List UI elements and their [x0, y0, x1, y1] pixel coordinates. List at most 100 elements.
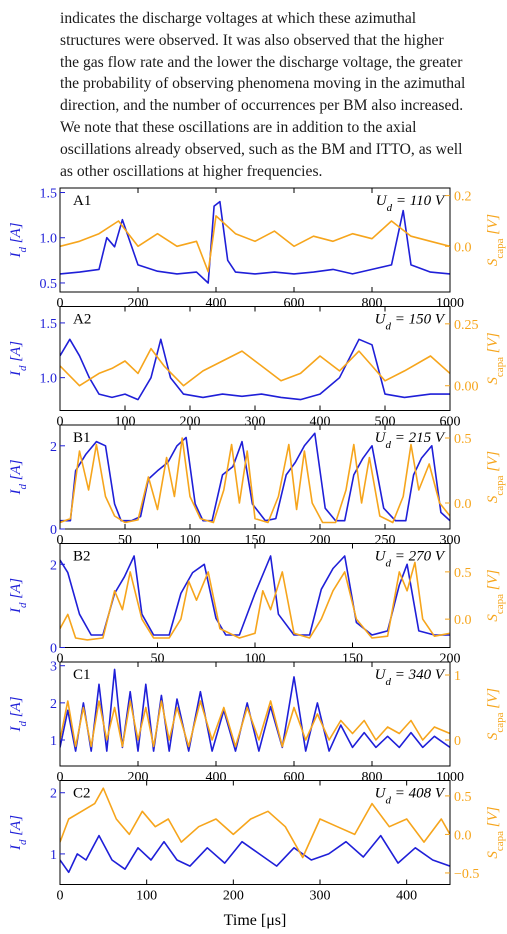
x-tick-label: 0 — [57, 533, 64, 548]
x-tick-label: 150 — [342, 652, 363, 667]
right-axis-label: Scapa [V] — [485, 569, 506, 621]
left-tick-label: 2 — [50, 558, 57, 573]
x-tick-label: 500 — [375, 415, 396, 430]
text-line: oscillations already observed, such as t… — [60, 140, 463, 158]
voltage-label: Ud = 215 V — [375, 430, 446, 451]
series-current-line — [60, 668, 450, 752]
panel-frame — [59, 661, 451, 767]
series-capa-line — [60, 700, 450, 748]
paper-text: indicates the discharge voltages at whic… — [60, 8, 476, 182]
series-capa-line — [60, 347, 450, 387]
left-tick-label: 1.5 — [40, 187, 58, 202]
left-tick-label: 0 — [50, 642, 57, 657]
left-axis-label: Id [A] — [8, 578, 29, 614]
series-capa-line — [60, 215, 450, 273]
right-tick-label: 0.5 — [454, 790, 472, 805]
x-tick-label: 200 — [128, 770, 149, 785]
left-axis-label: Id [A] — [8, 341, 29, 377]
x-tick-label: 0 — [57, 296, 64, 311]
x-tick-label: 800 — [362, 770, 383, 785]
x-tick-label: 800 — [362, 296, 383, 311]
panel-label: A2 — [73, 312, 91, 328]
voltage-label: Ud = 340 V — [375, 667, 446, 688]
text-line: direction, and the number of occurrences… — [60, 97, 464, 115]
series-current-line — [60, 338, 450, 401]
x-tick-label: 1000 — [436, 770, 464, 785]
voltage-label: Ud = 110 V — [376, 193, 446, 214]
x-tick-label: 0 — [57, 889, 64, 904]
left-tick-label: 1.5 — [40, 317, 58, 332]
series-current-line — [60, 432, 450, 522]
left-tick-label: 1 — [50, 848, 57, 863]
panel-label: B2 — [73, 549, 91, 565]
x-tick-label: 600 — [284, 770, 305, 785]
panel-label: A1 — [73, 193, 91, 209]
panel-frame — [59, 780, 451, 885]
panel-b1: 0 50 100 150 200 250 300 0 2 0.0 0.5 B1 Ud = 215 V Id… — [8, 424, 506, 548]
series-capa-line — [60, 787, 450, 859]
x-tick-label: 200 — [180, 415, 201, 430]
x-tick-label: 400 — [206, 296, 227, 311]
panel-a2: 0 100 200 300 400 500 600 1.0 1.5 0.00 0.25 A2 Ud = … — [8, 306, 506, 430]
right-tick-label: 0.0 — [454, 497, 472, 512]
right-tick-label: 0.5 — [454, 566, 472, 581]
right-axis-label: Scapa [V] — [485, 451, 506, 503]
panel-frame — [59, 187, 451, 293]
x-tick-label: 100 — [245, 652, 266, 667]
x-tick-label: 100 — [136, 889, 157, 904]
series-current-line — [60, 834, 450, 874]
x-tick-label: 400 — [396, 889, 417, 904]
left-tick-label: 2 — [50, 787, 57, 802]
left-axis-label: Id [A] — [8, 459, 29, 495]
left-tick-label: 1 — [50, 734, 57, 749]
right-tick-label: 0.0 — [454, 613, 472, 628]
left-tick-label: 2 — [50, 697, 57, 712]
series-capa-line — [60, 437, 450, 524]
panel-label: C1 — [73, 667, 91, 683]
series-current-line — [60, 555, 450, 636]
x-tick-label: 50 — [118, 533, 132, 548]
left-tick-label: 1.0 — [40, 232, 58, 247]
x-tick-label: 0 — [57, 415, 64, 430]
left-tick-label: 3 — [50, 660, 57, 675]
right-tick-label: −0.5 — [454, 867, 479, 882]
right-tick-label: 1 — [454, 669, 461, 684]
panel-a1: 0 200 400 600 800 1000 0.5 1.0 1.5 0.0 0.2 A1 Ud = 1… — [8, 187, 506, 311]
right-tick-label: 0.0 — [454, 828, 472, 843]
text-line: We note that these oscillations are in a… — [60, 118, 417, 136]
x-tick-label: 200 — [128, 296, 149, 311]
x-tick-label: 200 — [223, 889, 244, 904]
text-line: the gas flow rate and the lower the disc… — [60, 53, 463, 71]
panel-label: C2 — [73, 786, 91, 802]
right-tick-label: 0.00 — [454, 380, 479, 395]
panel-b2: 0 50 100 150 200 0 2 0.0 0.5 B2 Ud = 270 V Id [A] Sc… — [8, 543, 506, 667]
text-line: structures were observed. It was also ob… — [60, 31, 444, 49]
right-tick-label: 0.0 — [454, 240, 472, 255]
left-tick-label: 0 — [50, 523, 57, 538]
text-line: the probability of observing phenomena m… — [60, 75, 466, 93]
series-current-line — [60, 200, 450, 284]
right-axis-label: Scapa [V] — [485, 332, 506, 384]
x-tick-label: 200 — [440, 652, 461, 667]
x-tick-label: 0 — [57, 652, 64, 667]
left-axis-label: Id [A] — [8, 696, 29, 732]
left-tick-label: 2 — [50, 440, 57, 455]
x-tick-label: 600 — [284, 296, 305, 311]
right-tick-label: 0.2 — [454, 190, 472, 205]
left-axis-label: Id [A] — [8, 815, 29, 851]
x-tick-label: 300 — [310, 889, 331, 904]
right-tick-label: 0.5 — [454, 432, 472, 447]
right-axis-label: Scapa [V] — [485, 214, 506, 266]
x-tick-label: 300 — [440, 533, 461, 548]
voltage-label: Ud = 150 V — [375, 312, 446, 333]
x-tick-label: 250 — [375, 533, 396, 548]
panel-c2: 0 100 200 300 400 1 2 −0.5 0.0 0.5 C2 Ud = 408 V Id … — [8, 780, 506, 904]
text-line: indicates the discharge voltages at whic… — [60, 10, 417, 27]
x-tick-label: 400 — [206, 770, 227, 785]
x-tick-label: 100 — [115, 415, 136, 430]
x-axis-label: Time [μs] — [224, 912, 287, 929]
x-tick-label: 400 — [310, 415, 331, 430]
voltage-label: Ud = 408 V — [375, 786, 446, 807]
x-tick-label: 50 — [151, 652, 165, 667]
